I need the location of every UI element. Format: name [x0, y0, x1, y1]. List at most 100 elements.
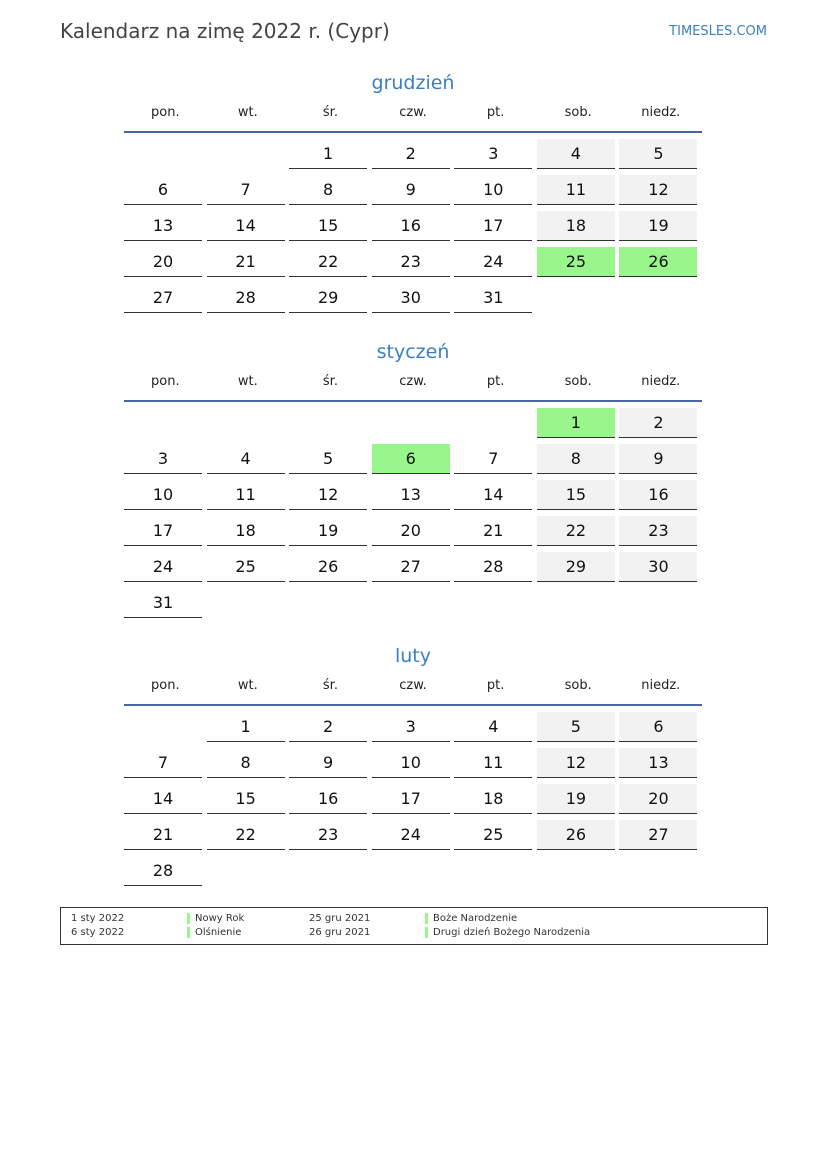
- day-cell[interactable]: 2: [289, 712, 368, 742]
- day-cell[interactable]: 12: [536, 748, 615, 778]
- day-cell[interactable]: 15: [206, 784, 285, 814]
- day-cell[interactable]: 3: [124, 444, 202, 474]
- day-cell[interactable]: 10: [371, 748, 450, 778]
- weekday-label: śr.: [322, 678, 338, 693]
- day-cell[interactable]: 17: [454, 211, 533, 241]
- day-cell[interactable]: 3: [454, 139, 533, 169]
- day-cell[interactable]: 4: [536, 139, 615, 169]
- day-cell[interactable]: 5: [619, 139, 698, 169]
- day-cell[interactable]: 31: [454, 283, 533, 313]
- day-cell[interactable]: 21: [124, 820, 202, 850]
- day-cell[interactable]: 30: [371, 283, 450, 313]
- day-cell[interactable]: 1: [206, 712, 285, 742]
- empty-cell: [289, 856, 367, 885]
- day-cell[interactable]: 14: [206, 211, 285, 241]
- day-cell[interactable]: 26: [619, 247, 698, 277]
- day-cell[interactable]: 23: [371, 247, 450, 277]
- day-cell[interactable]: 5: [536, 712, 615, 742]
- day-cell[interactable]: 20: [619, 784, 698, 814]
- day-cell[interactable]: 13: [371, 480, 450, 510]
- day-cell[interactable]: 1: [289, 139, 368, 169]
- month-name: styczeń: [376, 341, 450, 363]
- day-cell[interactable]: 29: [536, 552, 615, 582]
- day-cell[interactable]: 4: [206, 444, 285, 474]
- day-cell[interactable]: 19: [289, 516, 368, 546]
- day-cell[interactable]: 23: [289, 820, 368, 850]
- day-cell[interactable]: 9: [619, 444, 698, 474]
- day-cell[interactable]: 14: [124, 784, 202, 814]
- day-cell[interactable]: 12: [289, 480, 368, 510]
- day-cell[interactable]: 27: [371, 552, 450, 582]
- day-cell[interactable]: 11: [536, 175, 615, 205]
- day-cell[interactable]: 6: [124, 175, 202, 205]
- day-cell[interactable]: 2: [619, 408, 698, 438]
- day-cell[interactable]: 15: [289, 211, 368, 241]
- day-cell[interactable]: 18: [536, 211, 615, 241]
- day-cell[interactable]: 21: [454, 516, 533, 546]
- day-cell[interactable]: 26: [536, 820, 615, 850]
- day-cell[interactable]: 23: [619, 516, 698, 546]
- day-cell[interactable]: 6: [371, 444, 450, 474]
- day-cell[interactable]: 7: [206, 175, 285, 205]
- day-cell[interactable]: 1: [536, 408, 615, 438]
- day-cell[interactable]: 17: [371, 784, 450, 814]
- day-cell[interactable]: 25: [536, 247, 615, 277]
- day-cell[interactable]: 16: [289, 784, 368, 814]
- day-cell[interactable]: 22: [536, 516, 615, 546]
- day-cell[interactable]: 16: [619, 480, 698, 510]
- day-cell[interactable]: 15: [536, 480, 615, 510]
- day-cell[interactable]: 14: [454, 480, 533, 510]
- day-cell[interactable]: 7: [454, 444, 533, 474]
- day-cell[interactable]: 5: [289, 444, 368, 474]
- day-cell[interactable]: 11: [454, 748, 533, 778]
- day-cell[interactable]: 26: [289, 552, 368, 582]
- day-cell[interactable]: 19: [619, 211, 698, 241]
- day-cell[interactable]: 18: [454, 784, 533, 814]
- day-cell[interactable]: 30: [619, 552, 698, 582]
- day-cell[interactable]: 31: [124, 588, 202, 618]
- day-cell[interactable]: 28: [124, 856, 202, 886]
- day-cell[interactable]: 9: [289, 748, 368, 778]
- day-cell[interactable]: 8: [289, 175, 368, 205]
- day-cell[interactable]: 19: [536, 784, 615, 814]
- day-cell[interactable]: 7: [124, 748, 202, 778]
- day-cell[interactable]: 4: [454, 712, 533, 742]
- day-cell[interactable]: 27: [619, 820, 698, 850]
- day-cell[interactable]: 24: [371, 820, 450, 850]
- day-cell[interactable]: 13: [619, 748, 698, 778]
- day-cell[interactable]: 18: [206, 516, 285, 546]
- day-cell[interactable]: 6: [619, 712, 698, 742]
- empty-cell: [454, 408, 532, 437]
- day-cell[interactable]: 24: [454, 247, 533, 277]
- day-cell[interactable]: 29: [289, 283, 368, 313]
- day-cell[interactable]: 24: [124, 552, 202, 582]
- day-cell[interactable]: 22: [289, 247, 368, 277]
- legend-date: 25 gru 2021: [309, 913, 371, 924]
- day-cell[interactable]: 12: [619, 175, 698, 205]
- day-cell[interactable]: 20: [124, 247, 202, 277]
- day-cell[interactable]: 2: [371, 139, 450, 169]
- day-cell[interactable]: 25: [206, 552, 285, 582]
- day-cell[interactable]: 22: [206, 820, 285, 850]
- day-cell[interactable]: 8: [536, 444, 615, 474]
- day-cell[interactable]: 10: [454, 175, 533, 205]
- day-cell[interactable]: 28: [206, 283, 285, 313]
- day-cell[interactable]: 16: [371, 211, 450, 241]
- site-link[interactable]: TIMESLES.COM: [669, 24, 767, 39]
- empty-cell: [619, 856, 697, 885]
- weekday-label: sob.: [564, 105, 592, 120]
- day-cell[interactable]: 25: [454, 820, 533, 850]
- day-cell[interactable]: 10: [124, 480, 202, 510]
- day-cell[interactable]: 28: [454, 552, 533, 582]
- day-cell[interactable]: 13: [124, 211, 202, 241]
- day-cell[interactable]: 20: [371, 516, 450, 546]
- day-cell[interactable]: 17: [124, 516, 202, 546]
- day-cell[interactable]: 9: [371, 175, 450, 205]
- day-cell[interactable]: 11: [206, 480, 285, 510]
- week-row: 7 8 9 10 11 12 13: [124, 748, 702, 784]
- day-cell[interactable]: 8: [206, 748, 285, 778]
- day-cell[interactable]: 3: [371, 712, 450, 742]
- day-cell[interactable]: 27: [124, 283, 202, 313]
- day-cell[interactable]: 21: [206, 247, 285, 277]
- weekday-label: śr.: [322, 374, 338, 389]
